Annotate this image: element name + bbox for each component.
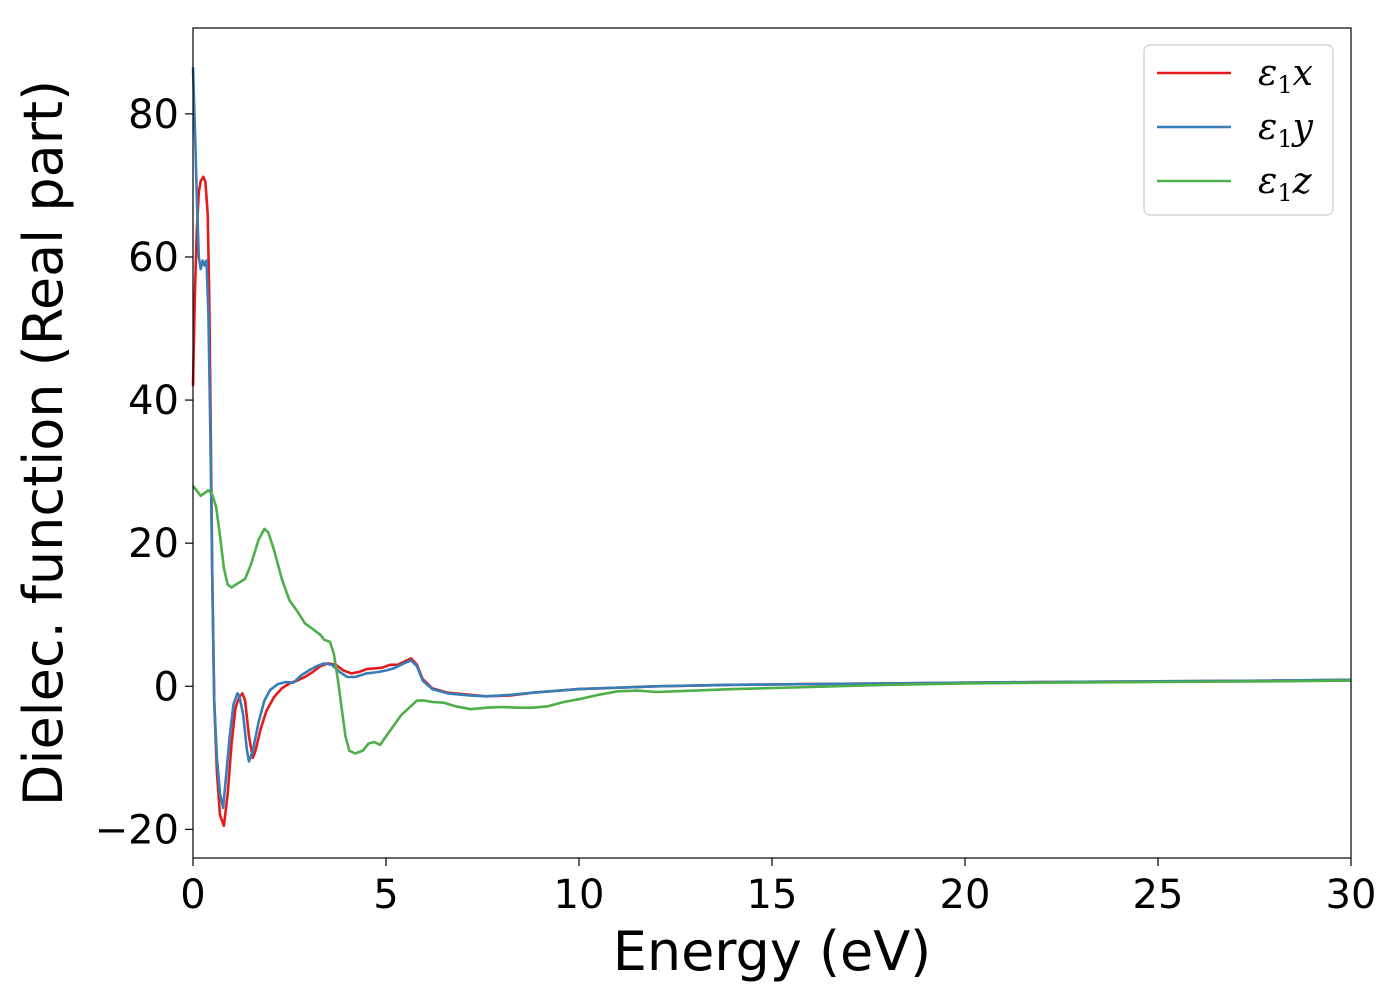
series-line-y: [191, 67, 1352, 810]
y-tick-label: 40: [128, 378, 179, 424]
legend-label-x: ε1x: [1258, 53, 1313, 99]
x-tick-label: 0: [180, 872, 205, 918]
legend: ε1x ε1y ε1z: [1143, 44, 1334, 216]
series-line-z: [191, 485, 1352, 755]
x-tick-label: 25: [1133, 872, 1184, 918]
y-axis: −20 0 20 40 60 80: [95, 92, 193, 853]
x-axis: 0 5 10 15 20 25 30: [180, 858, 1376, 918]
x-tick-label: 15: [747, 872, 798, 918]
y-tick-label: −20: [95, 807, 179, 853]
legend-label-y: ε1y: [1258, 107, 1314, 153]
x-tick-label: 5: [373, 872, 398, 918]
y-tick-label: 60: [128, 235, 179, 281]
y-tick-label: 20: [128, 521, 179, 567]
series-line-x: [191, 175, 1352, 828]
x-axis-label: Energy (eV): [613, 920, 932, 983]
series-layer: [191, 67, 1352, 828]
y-tick-label: 80: [128, 92, 179, 138]
y-tick-label: 0: [154, 664, 179, 710]
legend-label-z: ε1z: [1258, 161, 1313, 207]
legend-frame: [1143, 44, 1334, 216]
y-axis-label: Dielec. function (Real part): [12, 80, 75, 806]
x-tick-label: 10: [554, 872, 605, 918]
x-tick-label: 30: [1326, 872, 1377, 918]
x-tick-label: 20: [940, 872, 991, 918]
